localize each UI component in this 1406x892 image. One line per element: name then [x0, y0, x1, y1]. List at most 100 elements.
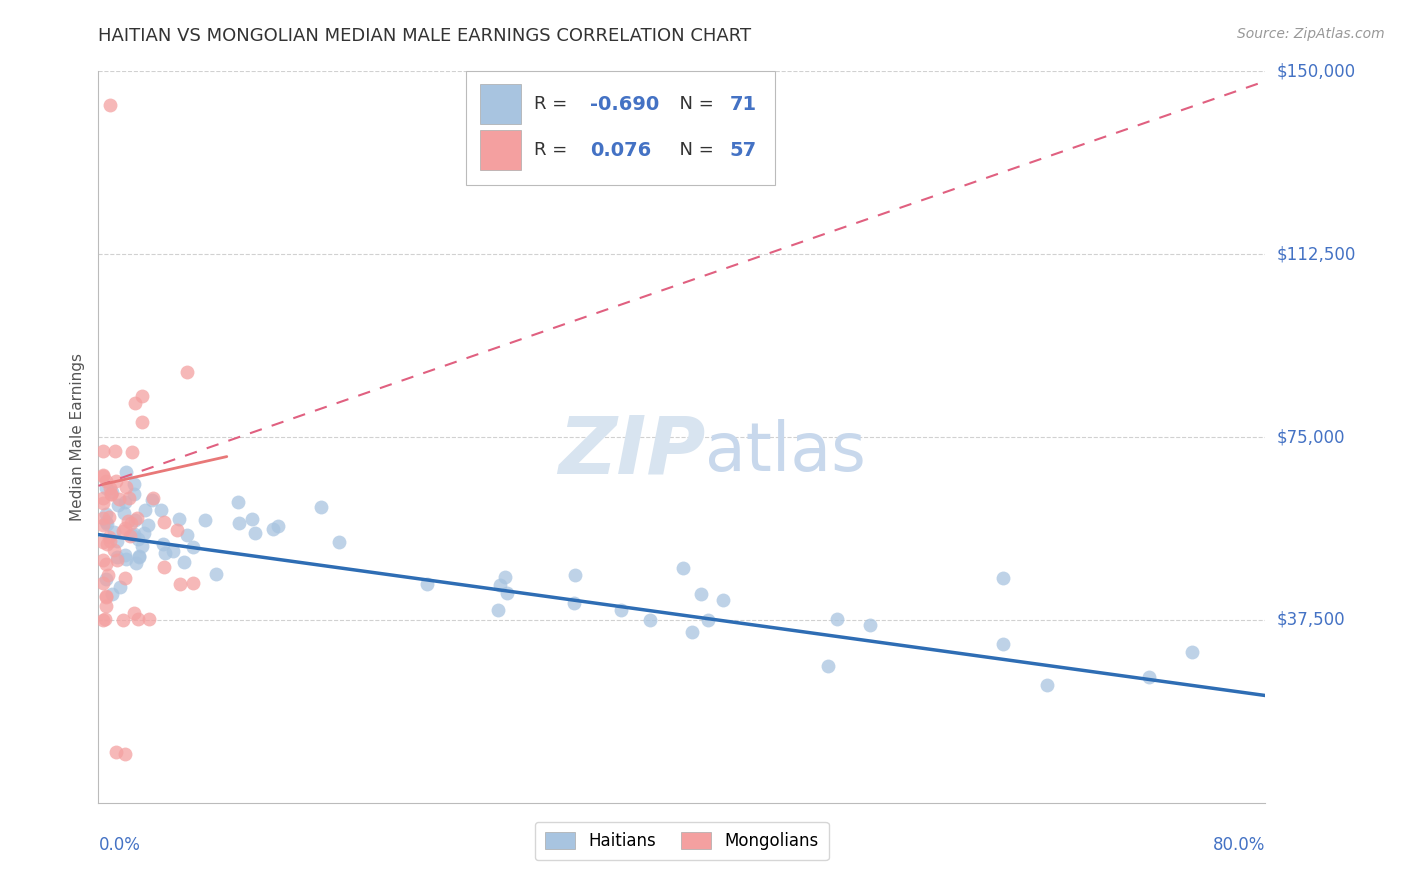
Point [111, 613, 134, 627]
Point [496, 585, 519, 599]
Point [124, 607, 146, 621]
Point [98, 533, 121, 548]
Point [98, 481, 121, 495]
Point [240, 512, 263, 526]
Point [122, 487, 145, 501]
Point [173, 555, 195, 569]
Point [115, 480, 138, 494]
Point [169, 512, 191, 526]
Point [91, 467, 114, 482]
Point [91, 491, 114, 505]
Text: R =: R = [534, 95, 572, 113]
Point [153, 560, 176, 574]
Point [328, 534, 350, 549]
Text: ZIP: ZIP [558, 413, 706, 491]
Point [121, 528, 143, 542]
Point [267, 518, 290, 533]
Point [131, 389, 153, 403]
Point [262, 522, 284, 536]
Point [562, 595, 585, 609]
Point [488, 578, 510, 592]
Text: N =: N = [668, 141, 720, 160]
Point [128, 549, 150, 563]
Text: 57: 57 [730, 141, 756, 160]
Bar [479, 130, 520, 170]
Point [94, 481, 117, 495]
Point [309, 500, 332, 515]
Point [416, 576, 439, 591]
Point [91, 613, 114, 627]
Point [120, 516, 142, 530]
Point [96, 599, 118, 613]
Text: 0.076: 0.076 [589, 141, 651, 160]
Point [94, 557, 117, 571]
Text: -0.690: -0.690 [589, 95, 659, 114]
Point [169, 577, 191, 591]
Point [124, 527, 146, 541]
Point [94, 572, 117, 586]
Point [494, 570, 516, 584]
Point [243, 525, 266, 540]
Point [610, 603, 633, 617]
Point [112, 507, 135, 521]
Point [564, 568, 586, 582]
Point [98, 98, 121, 112]
Point [153, 545, 176, 559]
Point [91, 518, 114, 533]
Point [127, 533, 149, 547]
Point [94, 515, 117, 529]
Point [181, 575, 204, 590]
Point [101, 485, 124, 500]
Point [91, 496, 114, 510]
Point [91, 535, 114, 549]
Point [176, 366, 198, 380]
Point [114, 520, 136, 534]
Point [94, 612, 117, 626]
Point [697, 613, 720, 627]
Point [114, 495, 136, 509]
Point [124, 396, 146, 410]
Text: Source: ZipAtlas.com: Source: ZipAtlas.com [1237, 27, 1385, 41]
Text: R =: R = [534, 141, 578, 160]
Point [94, 589, 117, 603]
Point [97, 510, 120, 524]
Point [91, 511, 114, 525]
Point [1181, 645, 1204, 659]
Point [138, 611, 160, 625]
Text: 80.0%: 80.0% [1213, 836, 1265, 854]
Point [94, 590, 117, 604]
Text: 71: 71 [730, 95, 756, 114]
Point [107, 498, 129, 512]
Point [114, 549, 136, 563]
Point [105, 550, 128, 565]
Point [103, 525, 125, 540]
Point [104, 474, 127, 488]
Point [991, 572, 1014, 586]
Point [91, 444, 114, 458]
Point [825, 612, 848, 626]
Point [1035, 678, 1057, 692]
Point [100, 487, 122, 501]
Point [115, 552, 138, 566]
Point [132, 526, 155, 541]
Point [110, 580, 132, 594]
Point [114, 571, 136, 585]
Point [183, 541, 205, 555]
Point [162, 544, 184, 558]
Point [103, 444, 125, 458]
Point [97, 530, 120, 544]
Point [94, 474, 117, 488]
Point [142, 491, 165, 506]
Point [681, 624, 703, 639]
FancyBboxPatch shape [465, 71, 775, 185]
Point [124, 513, 146, 527]
Point [94, 507, 117, 521]
Text: 0.0%: 0.0% [98, 836, 141, 854]
Point [1137, 670, 1160, 684]
Point [711, 592, 734, 607]
Y-axis label: Median Male Earnings: Median Male Earnings [70, 353, 86, 521]
Point [127, 612, 149, 626]
Point [128, 549, 150, 564]
Point [108, 492, 131, 507]
Point [228, 494, 250, 508]
